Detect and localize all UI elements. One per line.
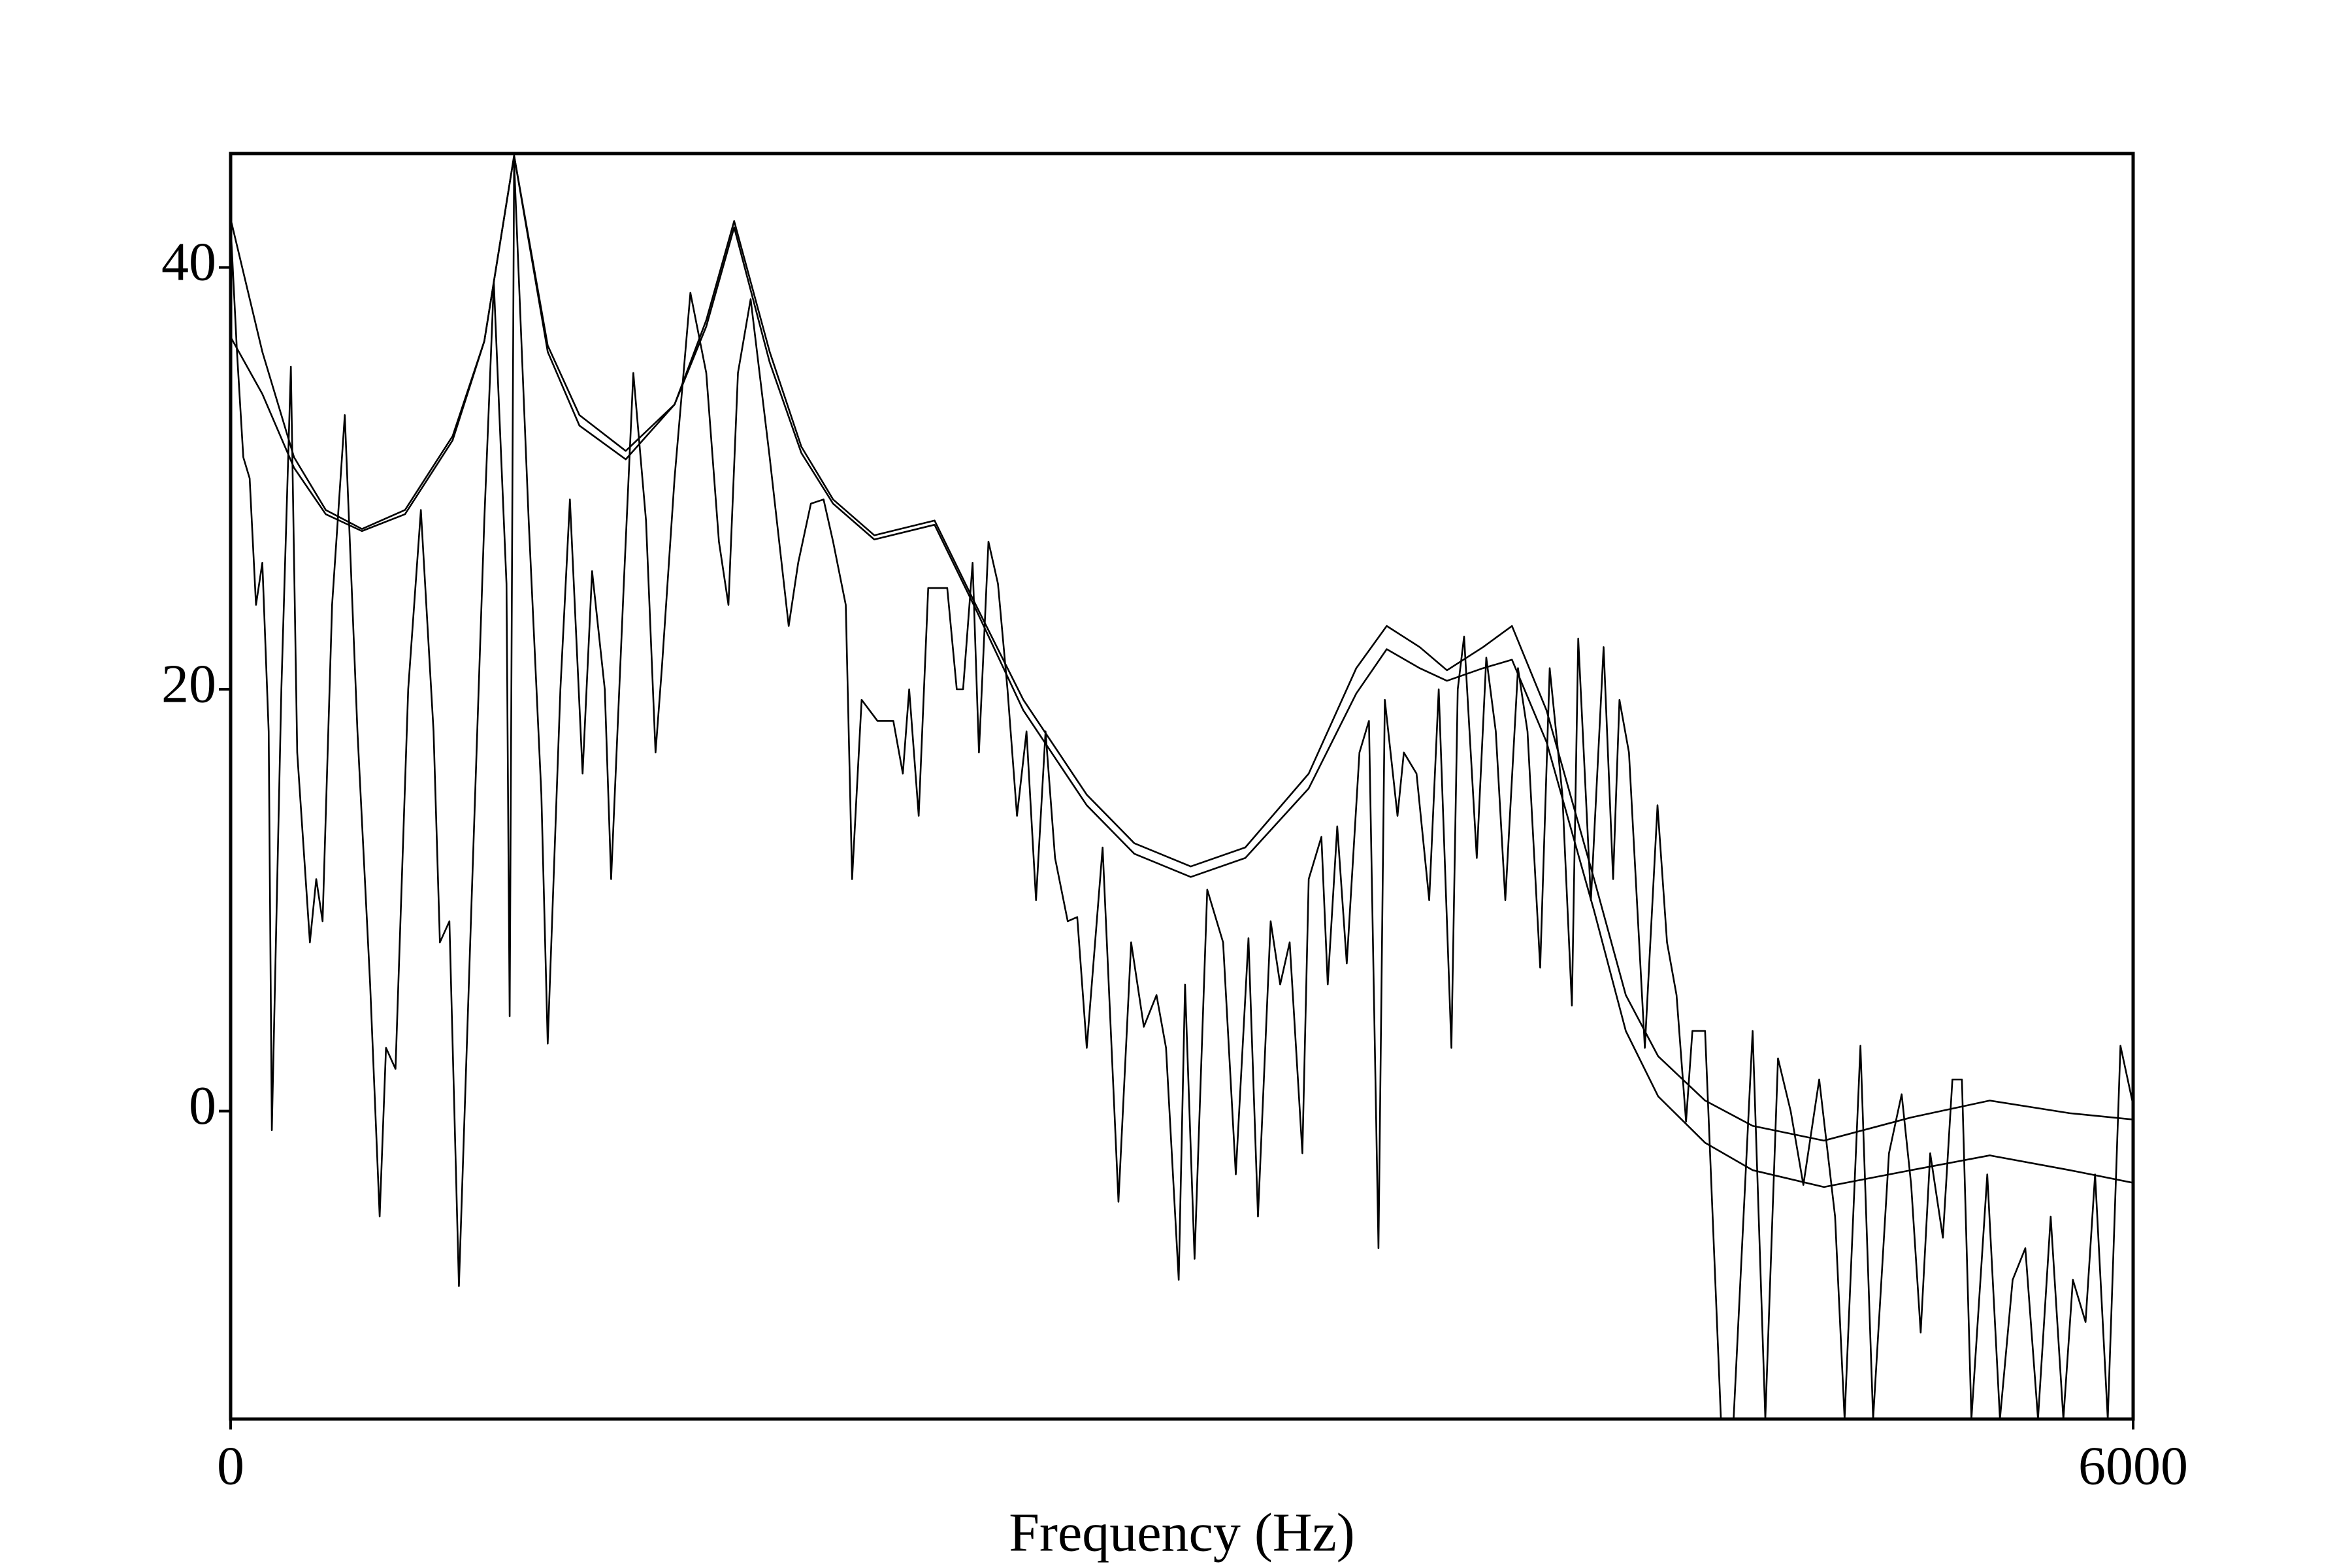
y-tick-label: 40 — [161, 232, 216, 293]
y-tick-label: 20 — [161, 653, 216, 714]
series-line — [231, 154, 2133, 1188]
x-tick-label: 0 — [217, 1435, 244, 1496]
plot-lines — [231, 154, 2133, 1419]
series-line — [231, 154, 2133, 1142]
series-line — [231, 161, 2133, 1419]
plot-frame — [229, 152, 2135, 1421]
x-tick-label: 6000 — [2078, 1435, 2188, 1496]
x-axis-label: Frequency (Hz) — [1009, 1502, 1354, 1563]
y-tick-label: 0 — [189, 1075, 216, 1136]
